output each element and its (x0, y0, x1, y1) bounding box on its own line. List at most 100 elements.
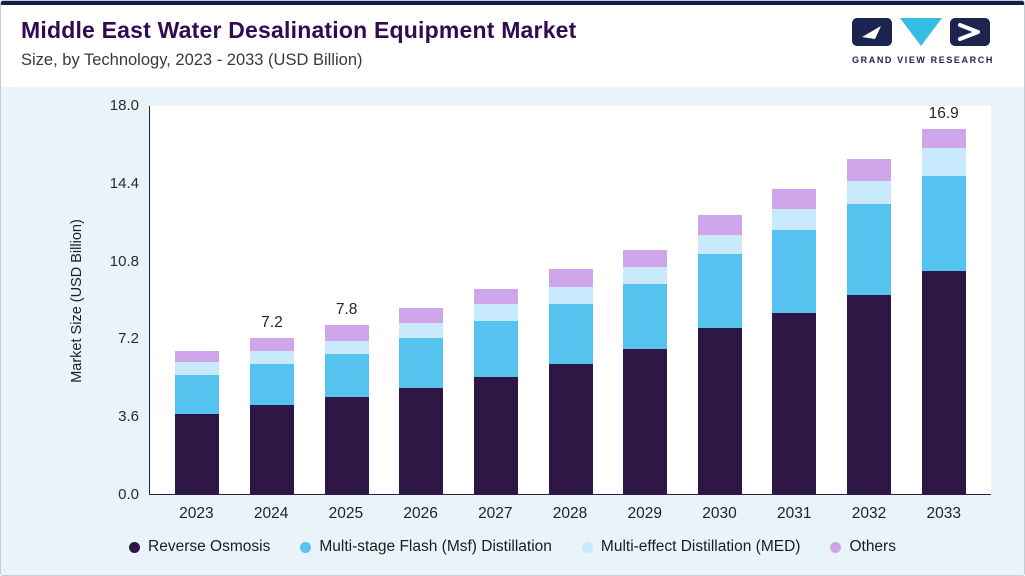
bar-segment-multi-stage-flash-msf-distillation (399, 338, 444, 389)
stacked-bar (548, 269, 593, 494)
bar-segment-multi-stage-flash-msf-distillation (324, 353, 369, 397)
bar-segment-reverse-osmosis (623, 349, 668, 494)
x-tick-label: 2031 (777, 505, 812, 522)
stacked-bar (847, 159, 892, 494)
x-tick-label: 2023 (179, 505, 214, 522)
x-tick-label: 2033 (926, 505, 961, 522)
bar-segment-others (847, 159, 892, 181)
legend-item-reverse-osmosis: Reverse Osmosis (129, 538, 270, 556)
chart-legend: Reverse Osmosis Multi-stage Flash (Msf) D… (1, 538, 1024, 556)
bar-group-2030 (682, 106, 757, 494)
bar-segment-multi-stage-flash-msf-distillation (921, 176, 966, 272)
stacked-bar (697, 215, 742, 494)
legend-label: Multi-effect Distillation (MED) (600, 538, 801, 555)
bar-segment-multi-stage-flash-msf-distillation (249, 364, 294, 406)
bar-segment-others (548, 269, 593, 287)
bar-value-label: 7.2 (261, 314, 283, 332)
bar-segment-multi-stage-flash-msf-distillation (623, 284, 668, 350)
y-tick-label: 18.0 (109, 97, 139, 114)
bar-series-container: 7.2 7.8 16.9 (150, 105, 991, 494)
bar-segment-others (697, 215, 742, 235)
bar-group-2026 (384, 106, 459, 494)
bar-segment-multi-effect-distillation-med (697, 234, 742, 255)
bar-segment-reverse-osmosis (473, 377, 518, 494)
bar-segment-multi-effect-distillation-med (473, 303, 518, 322)
y-tick-label: 0.0 (118, 486, 139, 503)
x-tick-label: 2030 (702, 505, 737, 522)
bar-segment-multi-stage-flash-msf-distillation (548, 303, 593, 365)
bar-segment-multi-effect-distillation-med (847, 180, 892, 205)
stacked-bar: 7.2 (249, 314, 294, 494)
legend-item-multi-effect-distillation-med: Multi-effect Distillation (MED) (581, 538, 801, 556)
bar-segment-multi-effect-distillation-med (548, 286, 593, 304)
legend-label: Reverse Osmosis (148, 538, 271, 555)
stacked-bar: 7.8 (324, 301, 369, 494)
bar-group-2031 (757, 106, 832, 494)
logo-text: GRAND VIEW RESEARCH (852, 55, 994, 65)
legend-label: Multi-stage Flash (Msf) Distillation (319, 538, 552, 555)
bar-group-2023 (160, 106, 235, 494)
bar-segment-reverse-osmosis (399, 388, 444, 494)
bar-group-2029 (608, 106, 683, 494)
legend-dot-icon (300, 541, 312, 553)
chart-panel: Market Size (USD Billion) 0.0 3.6 7.2 10.8 1… (1, 87, 1024, 575)
bar-segment-multi-stage-flash-msf-distillation (772, 230, 817, 313)
bar-segment-multi-stage-flash-msf-distillation (473, 321, 518, 378)
x-tick-label: 2027 (478, 505, 513, 522)
bar-segment-multi-effect-distillation-med (324, 340, 369, 354)
stacked-bar: 16.9 (921, 105, 966, 494)
x-tick-label: 2029 (627, 505, 663, 522)
plot-area: 7.2 7.8 16.9 (149, 105, 991, 495)
bar-value-label: 16.9 (928, 104, 959, 122)
bar-segment-others (324, 325, 369, 341)
stacked-bar (399, 308, 444, 494)
top-accent-bar (1, 1, 1024, 5)
bar-segment-reverse-osmosis (847, 295, 892, 494)
x-tick-label: 2025 (328, 505, 364, 522)
bar-segment-multi-effect-distillation-med (772, 208, 817, 231)
legend-dot-icon (581, 541, 593, 553)
bar-segment-others (473, 288, 518, 304)
bar-segment-others (623, 249, 668, 268)
y-tick-label: 14.4 (109, 174, 139, 192)
page-subtitle: Size, by Technology, 2023 - 2033 (USD Bi… (21, 51, 363, 69)
legend-item-others: Others (830, 538, 896, 556)
bar-segment-reverse-osmosis (249, 405, 294, 494)
bar-segment-others (921, 128, 966, 149)
bar-segment-multi-stage-flash-msf-distillation (175, 375, 220, 414)
bar-group-2027 (459, 106, 534, 494)
bar-group-2033: 16.9 (906, 105, 981, 494)
bar-group-2025: 7.8 (309, 106, 384, 494)
bar-segment-reverse-osmosis (324, 396, 369, 494)
legend-item-multi-stage-flash-msf-distillation: Multi-stage Flash (Msf) Distillation (300, 538, 552, 556)
bar-segment-others (175, 351, 220, 363)
bar-segment-multi-effect-distillation-med (175, 362, 220, 376)
bar-segment-multi-effect-distillation-med (623, 267, 668, 285)
logo-marks-icon (852, 18, 990, 46)
chart-header: Middle East Water Desalination Equipment… (1, 5, 1024, 87)
bar-segment-multi-stage-flash-msf-distillation (697, 254, 742, 328)
legend-dot-icon (129, 541, 141, 553)
stacked-bar (623, 249, 668, 494)
bar-segment-multi-stage-flash-msf-distillation (847, 204, 892, 296)
bar-group-2032 (832, 106, 907, 494)
bar-segment-others (772, 189, 817, 209)
bar-segment-multi-effect-distillation-med (249, 351, 294, 365)
bar-segment-multi-effect-distillation-med (399, 323, 444, 339)
grand-view-research-logo: GRAND VIEW RESEARCH (848, 17, 998, 65)
legend-dot-icon (830, 541, 842, 553)
bar-segment-others (249, 338, 294, 352)
x-tick-label: 2032 (851, 505, 887, 522)
bar-group-2024: 7.2 (235, 106, 310, 494)
stacked-bar (772, 189, 817, 494)
stacked-bar (175, 351, 220, 494)
bar-group-2028 (533, 106, 608, 494)
legend-label: Others (849, 538, 896, 555)
bar-segment-reverse-osmosis (921, 271, 966, 494)
x-tick-label: 2024 (253, 505, 289, 522)
bar-value-label: 7.8 (335, 301, 358, 319)
bar-segment-multi-effect-distillation-med (921, 148, 966, 177)
y-axis-title: Market Size (USD Billion) (69, 219, 85, 383)
x-axis-ticks: 2023 2024 2025 2026 2027 2028 2029 2030 2031 2032… (149, 505, 991, 523)
